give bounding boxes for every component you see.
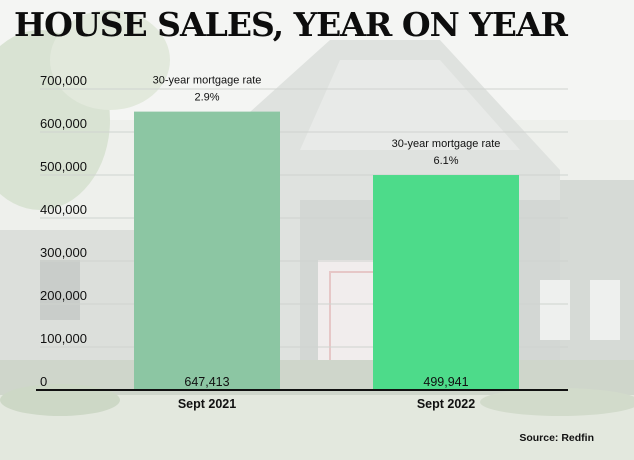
annotation-label: 30-year mortgage rate xyxy=(392,138,501,150)
chart-title: HOUSE SALES, YEAR ON YEAR xyxy=(14,5,568,44)
y-tick-label: 300,000 xyxy=(40,245,87,260)
y-tick-label: 0 xyxy=(40,374,47,389)
y-tick-label: 600,000 xyxy=(40,116,87,131)
bar-value-label: 499,941 xyxy=(423,375,468,389)
y-tick-label: 400,000 xyxy=(40,202,87,217)
x-category-label: Sept 2021 xyxy=(178,397,236,411)
bar xyxy=(373,175,519,390)
annotation-value: 6.1% xyxy=(433,155,458,167)
y-tick-label: 500,000 xyxy=(40,159,87,174)
annotation-value: 2.9% xyxy=(194,92,219,104)
y-axis-tick-labels: 0 100,000 200,000 300,000 400,000 500,000 600,… xyxy=(40,73,87,389)
annotation-label: 30-year mortgage rate xyxy=(153,75,262,87)
y-tick-label: 700,000 xyxy=(40,73,87,88)
bar-labels: 647,413 Sept 2021 30-year mortgage rate 2.9… xyxy=(153,75,501,411)
source-note: Source: Redfin xyxy=(519,432,594,444)
y-tick-label: 200,000 xyxy=(40,288,87,303)
y-tick-label: 100,000 xyxy=(40,331,87,346)
bar-value-label: 647,413 xyxy=(184,375,229,389)
x-category-label: Sept 2022 xyxy=(417,397,475,411)
bars xyxy=(134,111,519,390)
bar xyxy=(134,111,280,390)
